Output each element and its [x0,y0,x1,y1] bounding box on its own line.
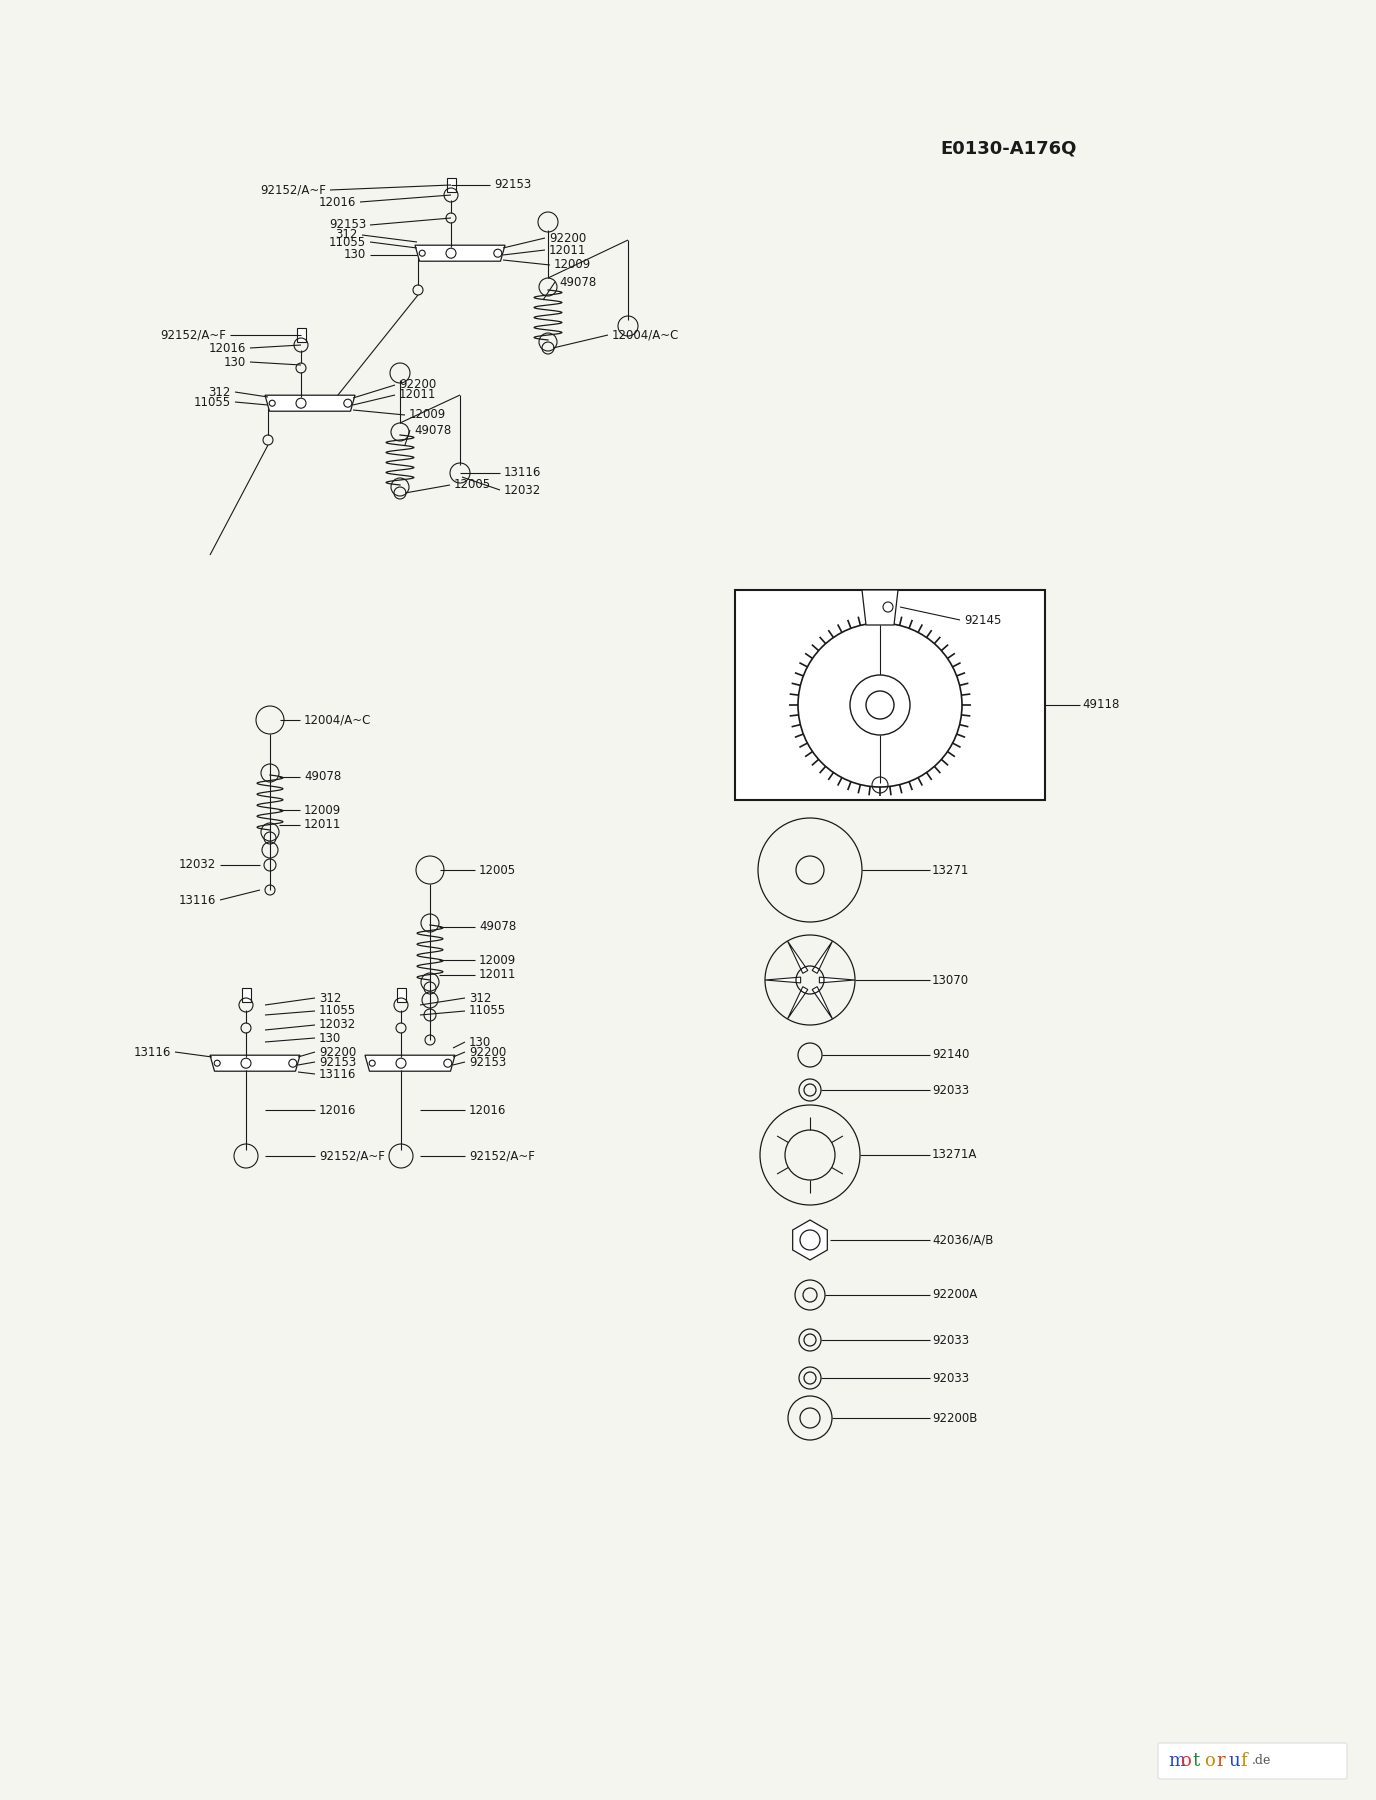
Text: 12004/A~C: 12004/A~C [304,713,372,727]
Text: 49078: 49078 [479,920,516,934]
Text: 11055: 11055 [319,1004,356,1017]
Text: 130: 130 [344,248,366,261]
Text: 92200A: 92200A [932,1289,977,1301]
Text: 12016: 12016 [319,1103,356,1116]
Text: 92140: 92140 [932,1048,969,1062]
Text: 12032: 12032 [319,1019,356,1031]
Text: 92033: 92033 [932,1372,969,1384]
Bar [735,590,1044,799]
Text: 312: 312 [209,385,231,398]
Text: 12005: 12005 [479,864,516,877]
Text: 13271: 13271 [932,864,969,877]
Text: 12016: 12016 [319,196,356,209]
Text: 92200: 92200 [549,232,586,245]
Text: E0130-A176Q: E0130-A176Q [940,139,1076,157]
Bar [242,988,250,1003]
Text: 92152/A~F: 92152/A~F [260,184,326,196]
Bar [396,988,406,1003]
Polygon shape [819,977,854,983]
Text: 11055: 11055 [329,236,366,248]
Text: 12005: 12005 [454,479,491,491]
Text: 13116: 13116 [319,1067,356,1080]
Text: 92152/A~F: 92152/A~F [160,328,226,342]
Text: 13116: 13116 [504,466,541,479]
Text: o: o [1204,1751,1215,1769]
Text: 12009: 12009 [479,954,516,967]
Polygon shape [812,986,832,1019]
Text: 12011: 12011 [479,968,516,981]
Text: 312: 312 [336,229,358,241]
Text: 12016: 12016 [469,1103,506,1116]
Text: 42036/A/B: 42036/A/B [932,1233,993,1246]
Text: u: u [1227,1751,1240,1769]
Text: 12032: 12032 [179,859,216,871]
Text: 312: 312 [469,992,491,1004]
Polygon shape [365,1055,455,1071]
Text: 12011: 12011 [549,243,586,256]
Text: 12016: 12016 [209,342,246,355]
Text: 12011: 12011 [399,389,436,401]
Text: 49078: 49078 [304,770,341,783]
Text: r: r [1216,1751,1225,1769]
Text: 49118: 49118 [1082,698,1119,711]
Bar [446,178,455,193]
Polygon shape [812,941,832,974]
Text: 92200: 92200 [399,378,436,392]
Text: 49078: 49078 [559,275,596,288]
Text: 92145: 92145 [965,614,1002,626]
Text: 92153: 92153 [319,1055,356,1069]
Polygon shape [416,245,505,261]
Text: 13116: 13116 [133,1046,171,1058]
Bar [296,328,305,342]
Text: 92033: 92033 [932,1334,969,1346]
Text: f: f [1240,1751,1247,1769]
Text: 11055: 11055 [194,396,231,409]
Circle shape [850,675,910,734]
Polygon shape [793,1220,827,1260]
Text: 13070: 13070 [932,974,969,986]
Text: 92200: 92200 [469,1046,506,1058]
Text: 12011: 12011 [304,819,341,832]
Text: 130: 130 [319,1031,341,1044]
Text: 13116: 13116 [179,893,216,907]
Text: 312: 312 [319,992,341,1004]
Text: o: o [1181,1751,1190,1769]
Polygon shape [787,986,808,1019]
Text: t: t [1192,1751,1200,1769]
Text: 12009: 12009 [555,259,592,272]
Polygon shape [787,941,808,974]
Text: 130: 130 [469,1035,491,1048]
Text: 92200: 92200 [319,1046,356,1058]
Text: 92153: 92153 [494,178,531,191]
Polygon shape [861,590,899,625]
Polygon shape [765,977,801,983]
Text: 12009: 12009 [409,409,446,421]
Text: 92153: 92153 [469,1055,506,1069]
FancyBboxPatch shape [1159,1742,1347,1778]
Text: 92152/A~F: 92152/A~F [469,1150,535,1163]
Text: 92153: 92153 [329,218,366,232]
Text: 49078: 49078 [414,423,451,437]
Text: 12004/A~C: 12004/A~C [612,328,680,342]
Polygon shape [211,1055,300,1071]
Text: .de: .de [1252,1755,1271,1768]
Text: 12032: 12032 [504,484,541,497]
Text: 92152/A~F: 92152/A~F [319,1150,385,1163]
Text: 92200B: 92200B [932,1411,977,1424]
Text: 12009: 12009 [304,803,341,817]
Text: m: m [1168,1751,1185,1769]
Text: 13271A: 13271A [932,1148,977,1161]
Polygon shape [266,396,355,410]
Text: 130: 130 [224,356,246,369]
Text: 11055: 11055 [469,1004,506,1017]
Text: 92033: 92033 [932,1084,969,1096]
